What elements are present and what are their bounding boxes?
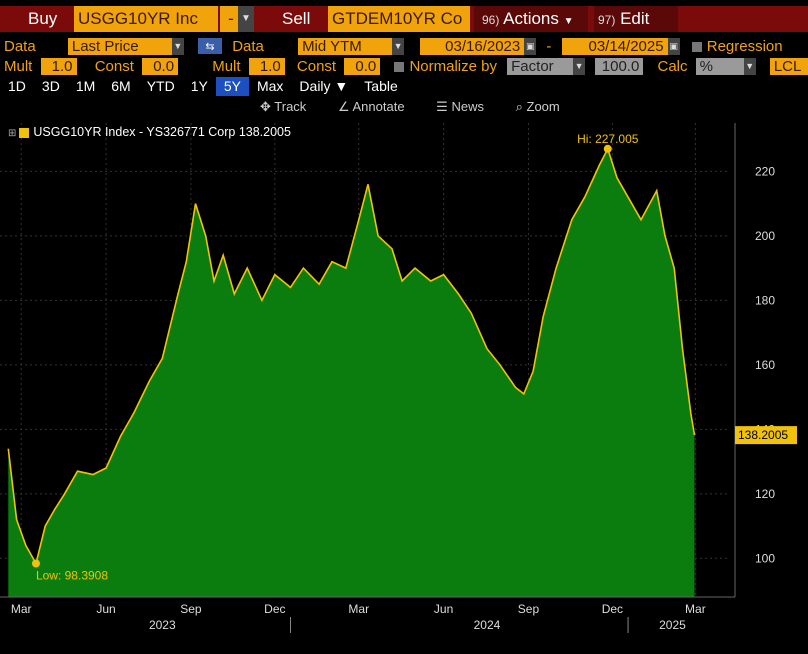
zoom-tool[interactable]: ⌕ Zoom <box>515 99 560 114</box>
price-chart[interactable]: 100120140160180200220MarJunSepDecMarJunS… <box>0 117 808 654</box>
toolbar-left-edge <box>0 6 22 32</box>
x-tick-label: Dec <box>264 602 285 616</box>
regression-checkbox[interactable] <box>691 42 702 53</box>
x-tick-label: Sep <box>518 602 540 616</box>
actions-menu-button[interactable]: 96) Actions ▼ <box>474 6 588 32</box>
last-value-label: 138.2005 <box>738 428 788 442</box>
low-marker <box>31 559 40 568</box>
high-marker <box>603 144 612 153</box>
x-tick-label: Sep <box>180 602 202 616</box>
tab-max[interactable]: Max <box>256 78 284 94</box>
chevron-down-icon[interactable]: ▼ <box>573 58 586 75</box>
x-tick-label: Mar <box>348 602 369 616</box>
y-tick-label: 220 <box>755 164 775 178</box>
chevron-down-icon[interactable]: ▼ <box>238 6 254 32</box>
tab-1d[interactable]: 1D <box>8 78 26 94</box>
chart-tools: ✥ Track ∠ Annotate ☰ News ⌕ Zoom <box>260 98 588 116</box>
expand-icon[interactable]: ⊞ <box>8 128 17 139</box>
zoom-label: Zoom <box>526 99 560 114</box>
sell-label: Sell <box>282 9 311 28</box>
edit-menu-button[interactable]: 97) Edit <box>594 6 678 32</box>
annotate-label: Annotate <box>352 99 405 114</box>
actions-label: Actions <box>503 9 559 28</box>
x-tick-label: Mar <box>11 602 32 616</box>
y-tick-label: 180 <box>755 293 775 307</box>
tab-ytd[interactable]: YTD <box>146 78 175 94</box>
y-tick-label: 160 <box>755 358 775 372</box>
news-label: News <box>451 99 484 114</box>
tab-table[interactable]: Table <box>364 78 398 94</box>
edit-number: 97) <box>598 13 616 27</box>
tab-6m[interactable]: 6M <box>111 78 131 94</box>
chevron-down-icon[interactable]: ▼ <box>743 58 756 75</box>
calendar-icon[interactable]: ▣ <box>667 38 680 55</box>
data2-select[interactable]: Mid YTM <box>298 38 393 55</box>
chevron-down-icon[interactable]: ▼ <box>392 38 405 55</box>
normalize-factor-input[interactable]: 100.0 <box>595 58 644 75</box>
date-separator: - <box>546 38 552 55</box>
x-year-label: 2023 <box>149 618 176 632</box>
x-tick-label: Dec <box>602 602 623 616</box>
data1-select[interactable]: Last Price <box>67 38 172 55</box>
mult2-input[interactable]: 1.0 <box>248 58 285 75</box>
actions-number: 96) <box>482 13 500 27</box>
normalize-select[interactable]: Factor <box>507 58 574 75</box>
date-end-input[interactable]: 03/14/2025 <box>561 38 668 55</box>
range-tabs: 1D 3D 1M 6M YTD 1Y 5Y Max Daily ▼ Table <box>0 77 406 96</box>
normalize-label: Normalize by <box>409 58 497 75</box>
tab-daily[interactable]: Daily ▼ <box>299 78 349 94</box>
chart-legend: ⊞ USGG10YR Index - YS326771 Corp 138.2005 <box>8 125 291 139</box>
track-tool[interactable]: ✥ Track <box>260 99 307 114</box>
sell-ticker-input[interactable]: GTDEM10YR Co <box>328 6 470 32</box>
calc-label: Calc <box>657 58 688 75</box>
buy-ticker-input[interactable]: USGG10YR Inc <box>74 6 218 32</box>
y-tick-label: 200 <box>755 229 775 243</box>
y-tick-label: 100 <box>755 551 775 565</box>
calc-select[interactable]: % <box>695 58 744 75</box>
chevron-down-icon[interactable]: ▼ <box>171 38 184 55</box>
controls-row-2: Mult 1.0 Const 0.0 Mult 1.0 Const 0.0 No… <box>4 58 808 76</box>
last-value-tag <box>735 426 797 445</box>
series-area <box>8 148 695 598</box>
annotate-tool[interactable]: ∠ Annotate <box>337 99 405 114</box>
calendar-icon[interactable]: ▣ <box>524 38 537 55</box>
const2-label: Const <box>296 58 337 75</box>
currency-select[interactable]: LCL <box>769 58 808 75</box>
mult2-label: Mult <box>212 58 241 75</box>
low-label: Low: 98.3908 <box>36 568 108 582</box>
const1-label: Const <box>94 58 134 75</box>
regression-label: Regression <box>706 38 783 55</box>
x-tick-label: Mar <box>685 602 706 616</box>
news-tool[interactable]: ☰ News <box>436 99 484 114</box>
x-tick-label: Jun <box>96 602 115 616</box>
const2-input[interactable]: 0.0 <box>344 58 381 75</box>
mult1-input[interactable]: 1.0 <box>40 58 77 75</box>
controls-row-1: Data Last Price ▼ ⇆ Data Mid YTM ▼ 03/16/2… <box>4 38 783 56</box>
data1-label: Data <box>4 38 36 55</box>
y-tick-label: 120 <box>755 487 775 501</box>
tab-1m[interactable]: 1M <box>75 78 96 94</box>
x-year-label: 2024 <box>474 618 501 632</box>
mult1-label: Mult <box>4 58 33 75</box>
caret-down-icon: ▼ <box>563 16 574 27</box>
tab-3d[interactable]: 3D <box>41 78 60 94</box>
x-year-label: 2025 <box>659 618 686 632</box>
high-label: Hi: 227.005 <box>577 132 639 146</box>
tab-1y[interactable]: 1Y <box>190 78 208 94</box>
normalize-checkbox[interactable] <box>394 62 405 73</box>
swap-icon[interactable]: ⇆ <box>198 38 223 54</box>
track-label: Track <box>274 99 307 114</box>
data2-label: Data <box>232 38 264 55</box>
buy-label: Buy <box>28 9 58 28</box>
series-line <box>7 146 696 566</box>
buy-dash-field[interactable]: - <box>220 6 242 32</box>
legend-text: USGG10YR Index - YS326771 Corp 138.2005 <box>33 125 291 139</box>
x-tick-label: Jun <box>434 602 453 616</box>
const1-input[interactable]: 0.0 <box>142 58 179 75</box>
tab-5y[interactable]: 5Y <box>215 77 249 96</box>
date-start-input[interactable]: 03/16/2023 <box>420 38 525 55</box>
edit-label: Edit <box>620 9 650 28</box>
legend-swatch <box>19 127 30 138</box>
